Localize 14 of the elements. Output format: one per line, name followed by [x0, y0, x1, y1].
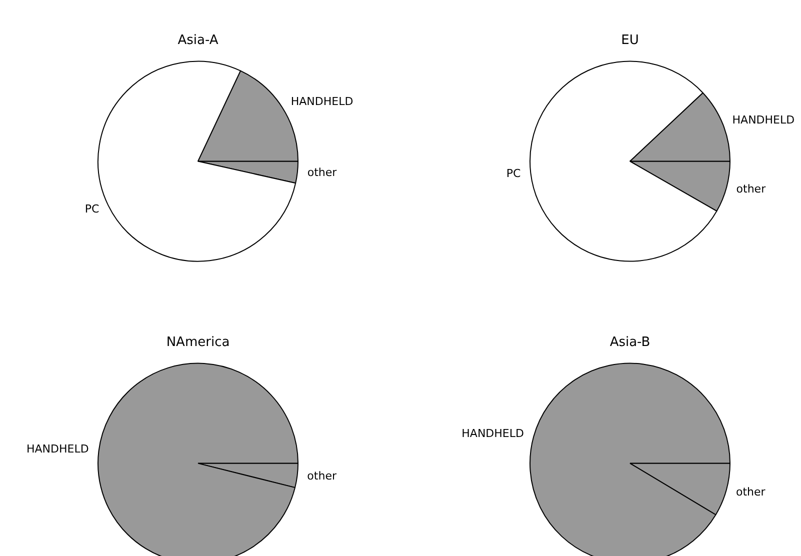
slice-label: HANDHELD: [462, 426, 524, 440]
slice-label: other: [307, 166, 338, 180]
slice-label: HANDHELD: [290, 95, 354, 108]
slice-label: PC: [506, 166, 522, 180]
chart-title: EU: [621, 33, 639, 48]
slice-label: other: [736, 486, 766, 499]
slice-label: other: [307, 470, 337, 483]
chart-title: Asia-A: [178, 33, 218, 48]
slice-label: other: [736, 182, 766, 196]
slice-label: HANDHELD: [26, 442, 89, 456]
chart-title: NAmerica: [166, 335, 230, 350]
slice-label: HANDHELD: [732, 114, 795, 127]
slice-label: PC: [84, 202, 100, 216]
chart-title: Asia-B: [610, 335, 650, 350]
